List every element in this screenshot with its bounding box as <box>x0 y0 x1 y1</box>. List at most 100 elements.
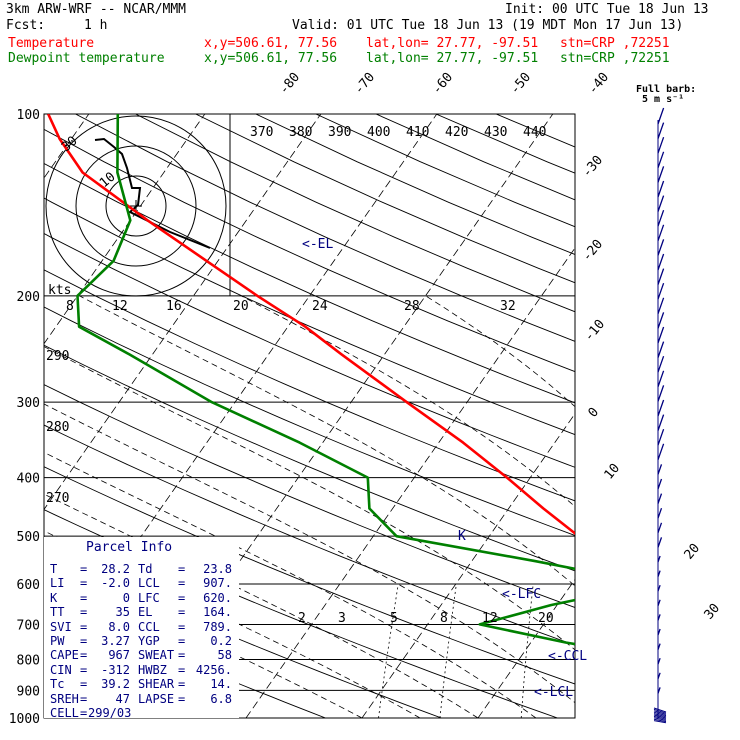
ccl-label: <-CCL <box>548 649 587 664</box>
wind-barb <box>657 122 665 139</box>
pressure-tick-label: 1000 <box>9 712 40 727</box>
mixing-ratio-label: 20 <box>538 611 554 626</box>
wind-barb <box>657 522 663 534</box>
parcel-value: 0.2 <box>210 634 232 648</box>
parcel-key: CAPE <box>50 648 79 663</box>
parcel-key: LFC <box>138 590 160 605</box>
parcel-equals: = <box>178 634 186 648</box>
mixing-ratio-label: 3 <box>338 611 346 626</box>
wind-barb <box>657 355 665 373</box>
wind-barb <box>657 555 661 563</box>
mixing-ratio-top-label: 28 <box>404 299 420 314</box>
isotherm-line <box>710 114 740 718</box>
parcel-value: 8.0 <box>108 619 130 634</box>
parcel-equals: = <box>178 662 186 677</box>
dry-adiabat <box>44 128 575 373</box>
wind-barb <box>653 711 667 717</box>
parcel-info-row: PW = 3.27 YGP = 0.2 <box>50 634 240 648</box>
wind-barb <box>657 224 665 242</box>
wind-barbs <box>653 107 667 724</box>
parcel-info-panel: Parcel Info T = 28.2 Td = 23.8 LI = -2.0 LCL = 907.… <box>44 537 240 720</box>
legend-dewpoint-xy: x,y=506.61, 77.56 <box>204 51 338 66</box>
dry-adiabat <box>44 232 575 468</box>
parcel-value: -2.0 <box>101 576 130 591</box>
moist-adiabat <box>595 296 740 718</box>
isotherm-line <box>361 413 575 718</box>
pressure-tick-label: 300 <box>17 396 40 411</box>
el-label: <-EL <box>302 237 333 252</box>
parcel-value: 28.2 <box>101 562 130 576</box>
parcel-value: 907. <box>203 576 232 591</box>
wind-barb <box>653 720 667 724</box>
parcel-key: T <box>50 562 58 576</box>
wind-barb <box>657 385 665 402</box>
lfc-label: <-LFC <box>502 587 541 602</box>
wind-barb <box>657 312 665 329</box>
wind-barb <box>657 239 665 256</box>
wind-barb <box>657 195 665 212</box>
parcel-equals: = <box>80 576 88 591</box>
parcel-equals: = <box>178 605 186 620</box>
parcel-equals: = <box>80 605 88 620</box>
wind-barb <box>657 478 663 490</box>
theta-label: 390 <box>328 125 351 140</box>
moist-adiabat <box>240 295 575 508</box>
wind-barb <box>653 717 667 721</box>
parcel-value: 4256. <box>195 662 232 677</box>
wind-barb <box>657 166 665 183</box>
sounding-curves <box>47 114 575 646</box>
wind-barb <box>653 714 667 719</box>
theta-label: 410 <box>406 125 429 140</box>
wind-barb <box>657 507 663 519</box>
mixing-ratio-label: 5 <box>390 611 398 626</box>
hodo-ring <box>75 145 197 267</box>
pressure-tick-label: 800 <box>17 653 40 668</box>
parcel-key: K <box>50 590 58 605</box>
dry-adiabat <box>44 162 575 404</box>
parcel-key: PW <box>50 634 65 648</box>
parcel-equals: = <box>80 590 88 605</box>
parcel-value: 0 <box>122 590 130 605</box>
wind-barb <box>653 715 667 720</box>
dry-adiabat <box>315 114 575 228</box>
parcel-key: SREH <box>50 691 79 706</box>
hodo-ring <box>105 175 167 237</box>
valid-time: Valid: 01 UTC Tue 18 Jun 13 (19 MDT Mon … <box>292 18 684 33</box>
wind-barb <box>657 570 661 577</box>
parcel-equals: = <box>178 691 186 706</box>
parcel-equals: = <box>80 662 88 677</box>
mixing-ratio-label: 8 <box>440 611 448 626</box>
wind-barb <box>657 180 665 198</box>
parcel-info-row: SREH = 47 LAPSE = 6.8 <box>50 692 240 706</box>
wind-barb <box>657 614 661 621</box>
wind-barb <box>657 341 665 358</box>
moist-adiabat <box>44 346 575 651</box>
wind-barb <box>657 628 661 636</box>
parcel-info-row: Tc = 39.2 SHEAR = 14. <box>50 677 240 691</box>
parcel-key: SHEAR <box>138 677 175 692</box>
theta-label: 420 <box>445 125 468 140</box>
parcel-equals: = <box>178 619 186 634</box>
barb-key-value: 5 m s⁻¹ <box>642 94 685 105</box>
dewpoint-line <box>76 114 575 646</box>
k-label: K <box>458 529 466 544</box>
isotherm-line <box>594 114 740 718</box>
parcel-key: LI <box>50 576 65 591</box>
parcel-info-row: K = 0 LFC = 620. <box>50 591 240 605</box>
theta-label: 280 <box>46 420 69 435</box>
wind-barb <box>653 707 667 713</box>
parcel-equals: = <box>80 562 88 576</box>
init-time: Init: 00 UTC Tue 18 Jun 13 <box>505 2 709 17</box>
parcel-key: CELL <box>50 706 79 720</box>
pressure-tick-label: 200 <box>17 290 40 305</box>
parcel-equals: = <box>80 634 88 648</box>
isotherm-label: -30 <box>580 153 607 181</box>
wind-barb <box>657 657 661 665</box>
wind-barb <box>653 710 667 715</box>
wind-barb <box>657 643 661 650</box>
mixing-ratio-top-label: 16 <box>166 299 182 314</box>
parcel-key: EL <box>138 605 153 620</box>
hodograph <box>45 114 231 297</box>
parcel-equals: = <box>80 706 88 720</box>
mixing-ratio-line <box>600 584 608 718</box>
